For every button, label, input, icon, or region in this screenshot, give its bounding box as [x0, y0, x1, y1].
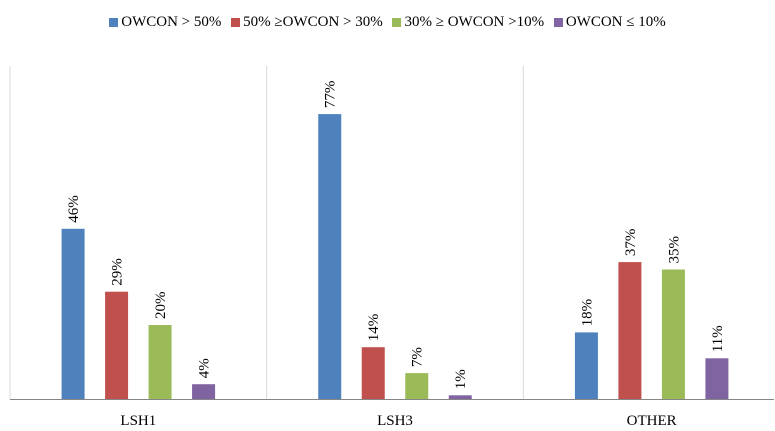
- bar-lsh1-series-2: [105, 291, 129, 399]
- bar-lsh3-series-1: [318, 114, 342, 399]
- data-label: 20%: [153, 292, 169, 320]
- bar-other-series-3: [661, 269, 685, 399]
- bar-other-series-2: [618, 262, 642, 399]
- data-label: 77%: [323, 81, 339, 109]
- data-label: 1%: [453, 369, 469, 389]
- data-label: 14%: [366, 314, 382, 342]
- bar-lsh3-series-2: [361, 347, 385, 399]
- legend-item-series-2: 50% ≥OWCON > 30%: [231, 14, 383, 31]
- data-label: 35%: [666, 236, 682, 264]
- bar-lsh1-series-4: [192, 384, 216, 399]
- legend-label: OWCON > 50%: [121, 14, 222, 30]
- legend-swatch-icon: [231, 18, 241, 27]
- data-label: 4%: [197, 358, 213, 378]
- data-label: 18%: [579, 299, 595, 327]
- x-tick-label: LSH1: [120, 413, 156, 429]
- bar-lsh1-series-1: [61, 228, 85, 399]
- data-label: 7%: [410, 347, 426, 367]
- data-label: 29%: [110, 258, 126, 286]
- bar-lsh3-series-4: [448, 395, 472, 399]
- x-tick-label: OTHER: [627, 413, 677, 429]
- bar-other-series-4: [705, 358, 729, 399]
- legend-swatch-icon: [109, 18, 119, 27]
- legend-label: 30% ≥ OWCON >10%: [404, 14, 545, 30]
- legend-item-series-4: OWCON ≤ 10%: [553, 14, 666, 31]
- bar-other-series-1: [574, 332, 598, 399]
- legend-label: 50% ≥OWCON > 30%: [243, 14, 383, 30]
- legend-label: OWCON ≤ 10%: [565, 14, 666, 30]
- data-label-group: 46% 29% 20% 4% 77% 14% 7% 1% 18% 37% 35% 11%: [66, 81, 726, 390]
- legend-swatch-icon: [553, 18, 563, 27]
- x-axis-ticks: LSH1 LSH3 OTHER: [120, 413, 676, 429]
- chart-legend: OWCON > 50% 50% ≥OWCON > 30% 30% ≥ OWCON…: [0, 14, 775, 32]
- data-label: 11%: [710, 325, 726, 352]
- legend-item-series-1: OWCON > 50%: [109, 14, 221, 31]
- category-gridlines: [9, 66, 774, 400]
- bar-lsh3-series-3: [405, 373, 429, 399]
- legend-item-series-3: 30% ≥ OWCON >10%: [392, 14, 544, 31]
- x-tick-label: LSH3: [377, 413, 413, 429]
- bar-group: [61, 114, 729, 399]
- legend-swatch-icon: [392, 18, 402, 27]
- data-label: 46%: [66, 195, 82, 223]
- bar-lsh1-series-3: [148, 325, 172, 399]
- data-label: 37%: [623, 229, 639, 257]
